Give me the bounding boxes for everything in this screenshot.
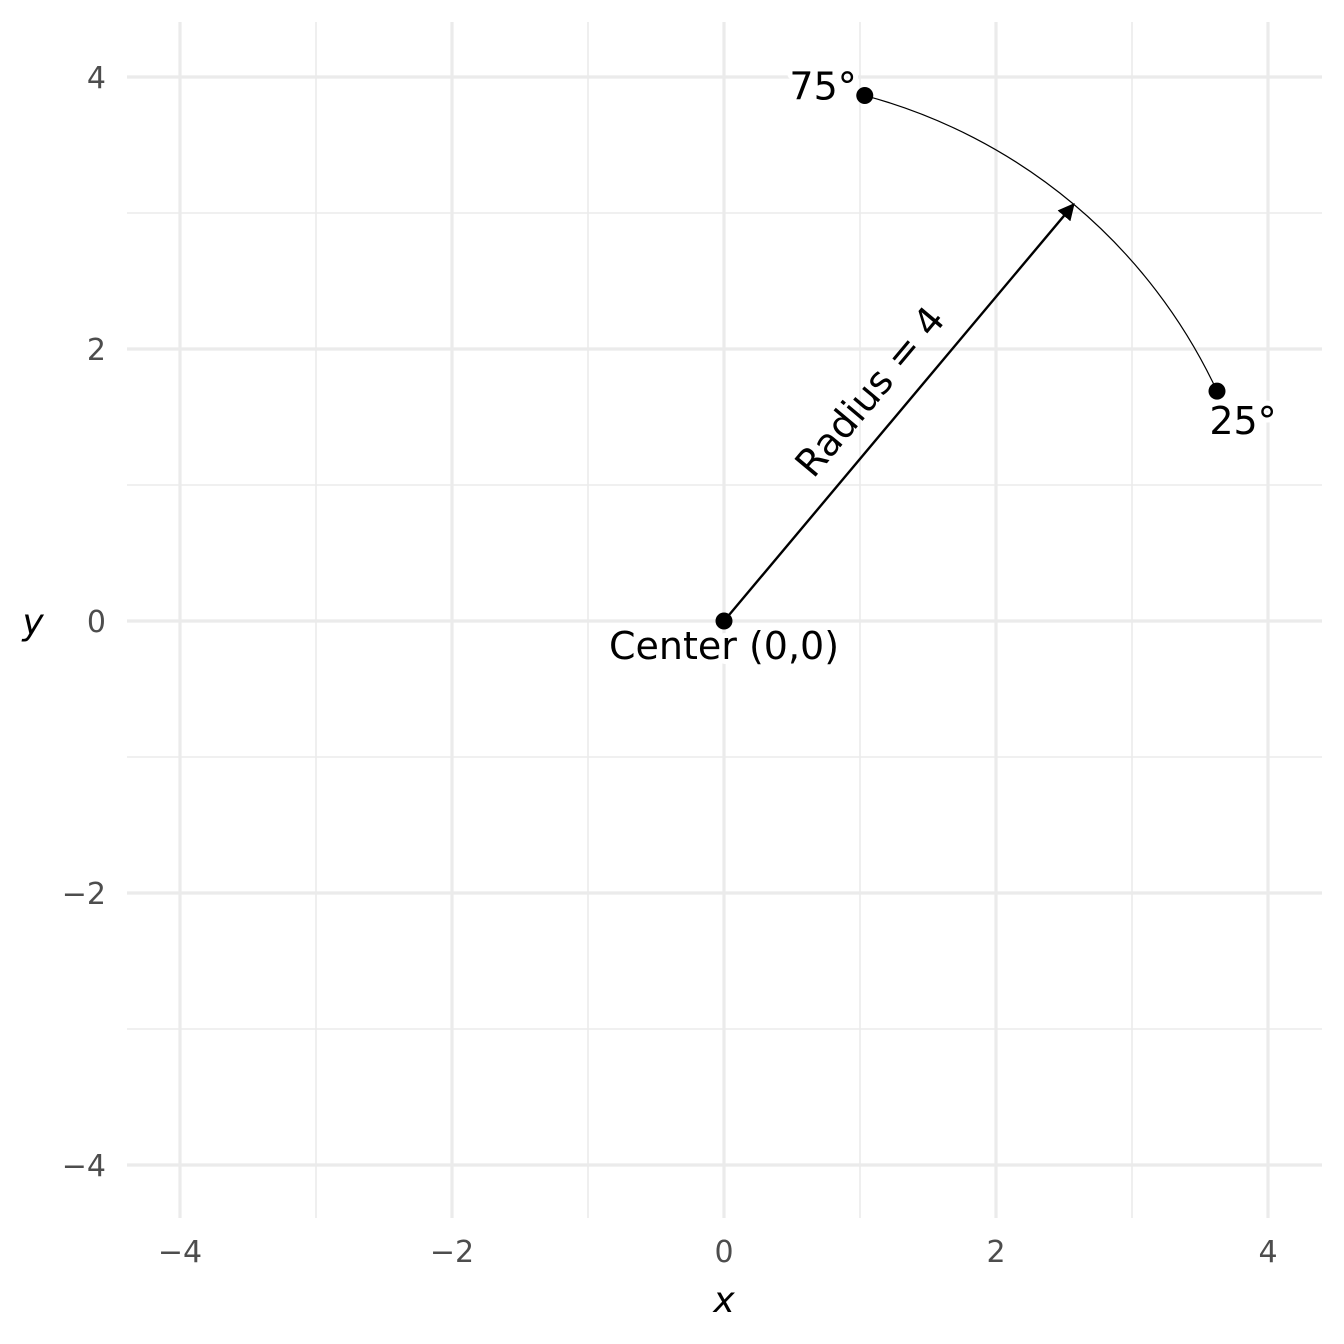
x-tick-label: 4 bbox=[1258, 1235, 1277, 1270]
x-axis-ticks: −4 −2 0 2 4 bbox=[158, 1235, 1278, 1270]
y-axis-ticks: −4 −2 0 2 4 bbox=[62, 61, 106, 1184]
y-tick-label: 4 bbox=[87, 61, 106, 96]
data-point bbox=[1208, 382, 1226, 400]
y-tick-label: −2 bbox=[62, 877, 106, 912]
grid-major bbox=[127, 22, 1322, 1218]
point-label: 75° bbox=[789, 64, 856, 108]
radius-arrow bbox=[723, 203, 1075, 622]
data-point bbox=[856, 86, 874, 104]
radius-label: Radius = 4 bbox=[786, 298, 953, 485]
x-tick-label: 0 bbox=[714, 1235, 733, 1270]
y-tick-label: −4 bbox=[62, 1149, 106, 1184]
x-tick-label: −2 bbox=[430, 1235, 474, 1270]
point-label: Center (0,0) bbox=[609, 624, 839, 668]
x-tick-label: 2 bbox=[986, 1235, 1005, 1270]
y-axis-title: y bbox=[21, 602, 44, 643]
y-tick-label: 2 bbox=[87, 333, 106, 368]
y-tick-label: 0 bbox=[87, 605, 106, 640]
point-label: 25° bbox=[1209, 399, 1276, 443]
data-point bbox=[715, 612, 733, 630]
x-axis-title: x bbox=[712, 1280, 735, 1321]
plot-marks: Radius = 4 Center (0,0) 75° 25° bbox=[604, 59, 1282, 673]
x-tick-label: −4 bbox=[158, 1235, 202, 1270]
